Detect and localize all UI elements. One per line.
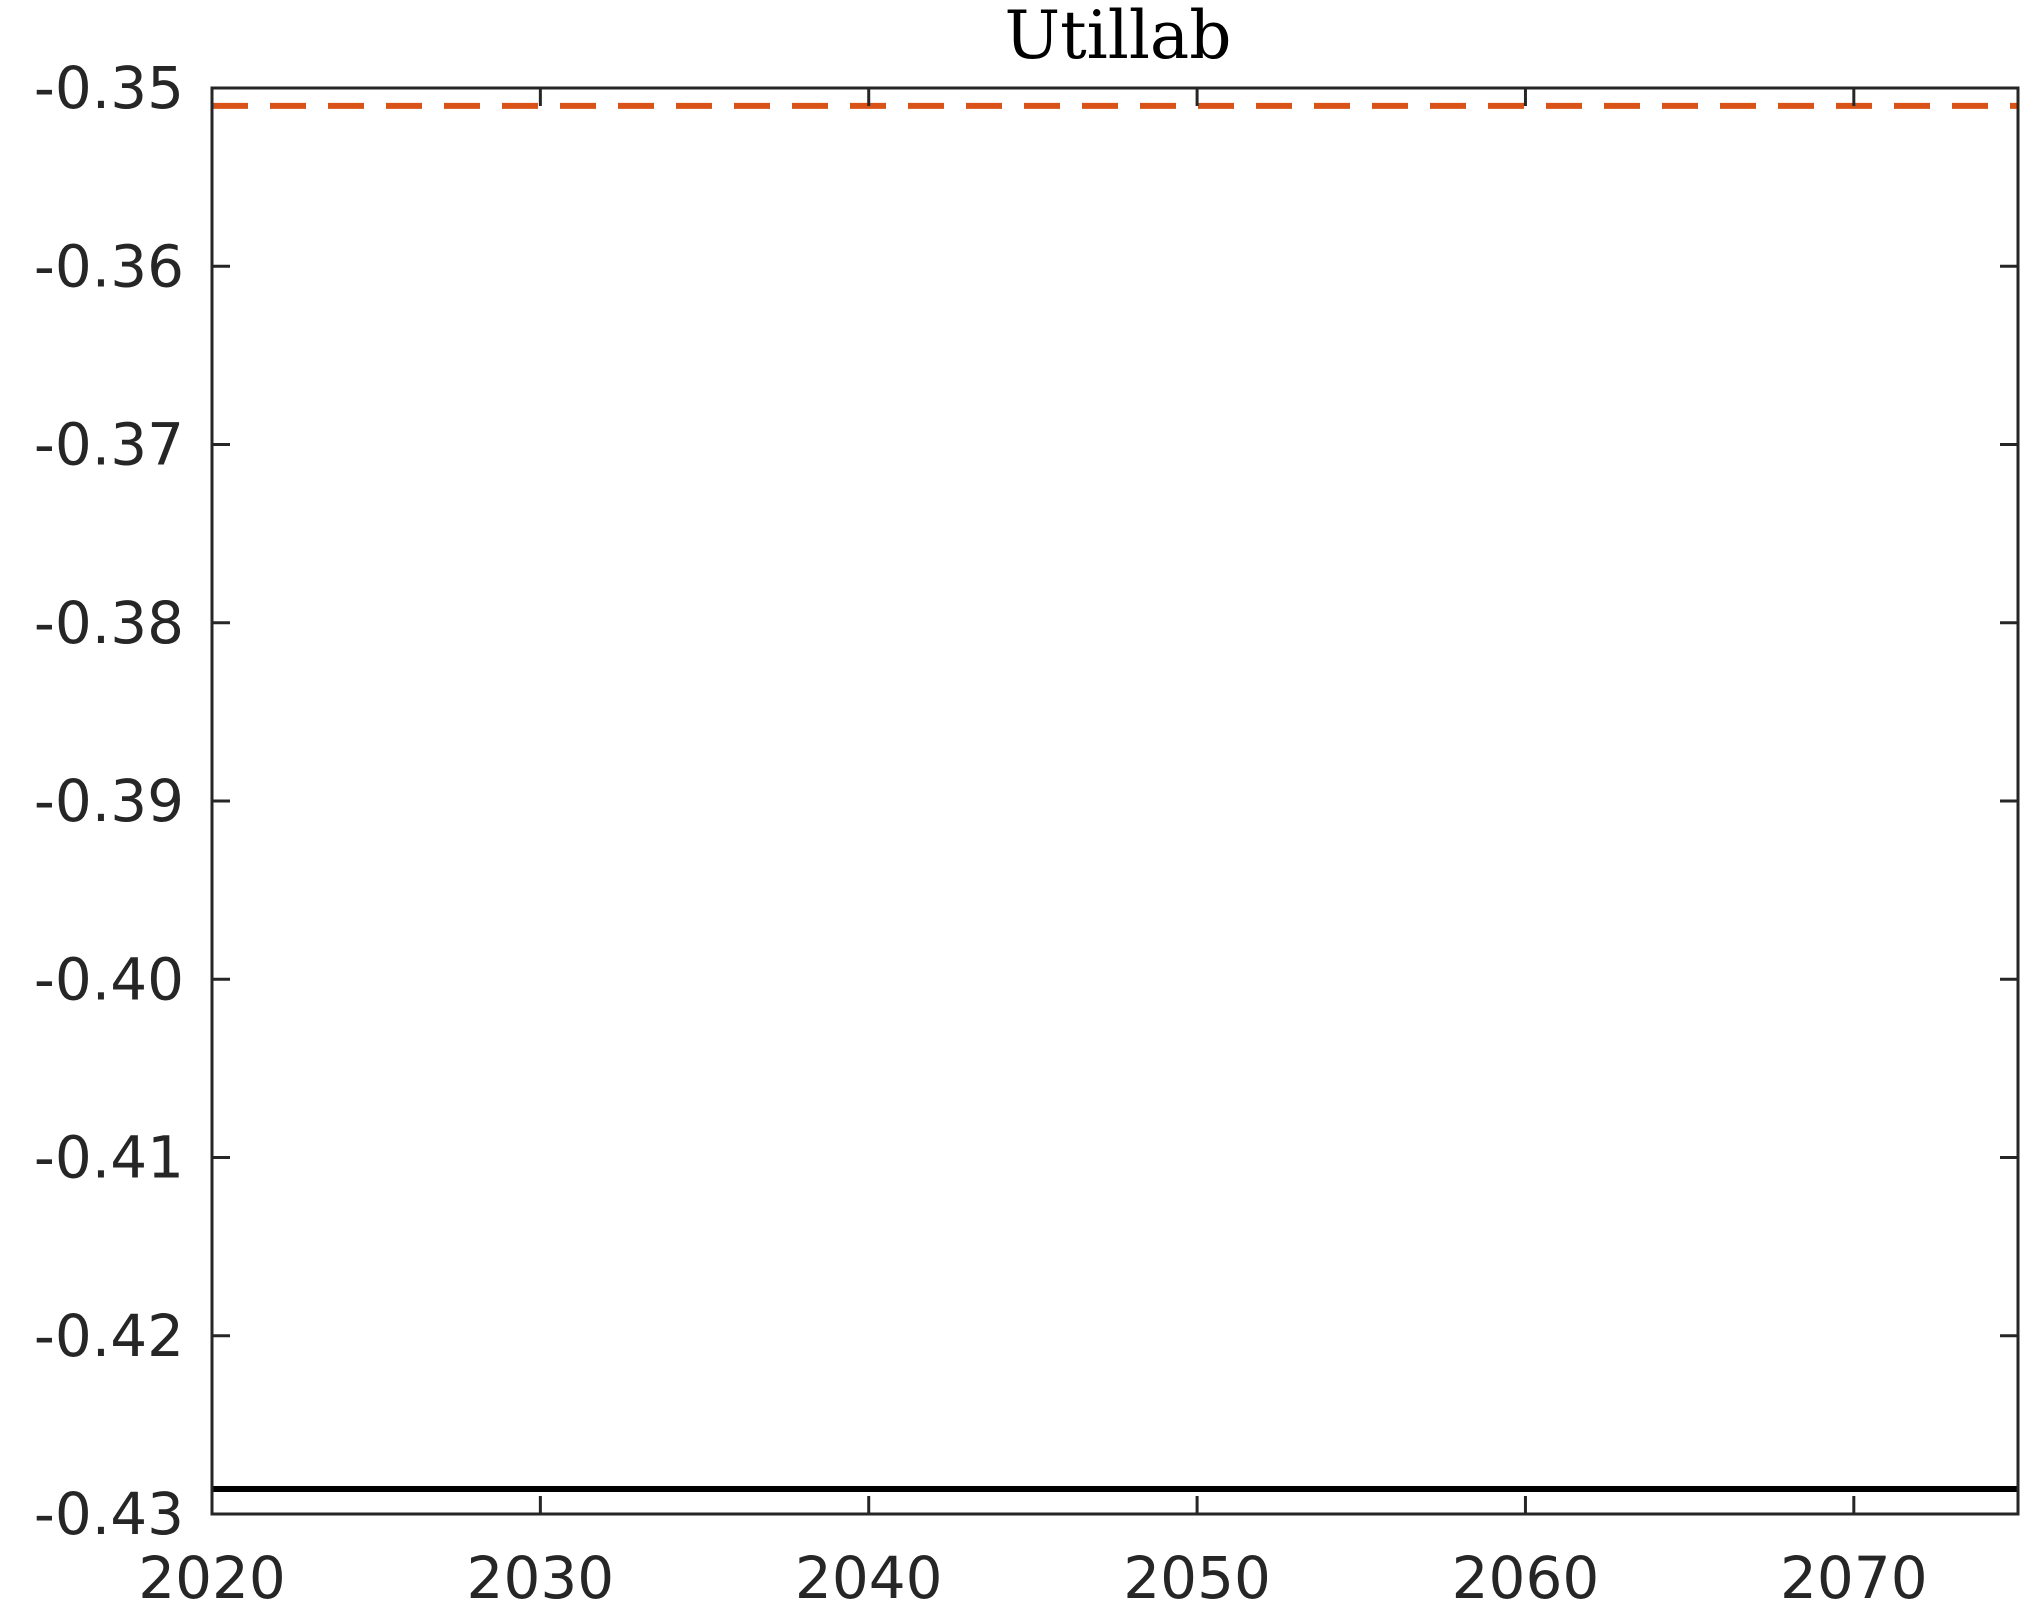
label-layer: 2020 2030 2040 2050 2060 2070 -0.35 -0.36 -0.37 -… bbox=[34, 54, 1928, 1612]
tick-layer bbox=[210, 86, 2018, 1516]
y-tick-label: -0.38 bbox=[34, 589, 184, 657]
series-layer bbox=[212, 102, 2018, 1493]
x-tick-label: 2070 bbox=[1780, 1544, 1928, 1612]
y-tick-label: -0.39 bbox=[34, 767, 184, 835]
y-tick-label: -0.37 bbox=[34, 411, 184, 479]
y-tick-label: -0.35 bbox=[34, 54, 184, 122]
y-tick-label: -0.41 bbox=[34, 1124, 184, 1192]
chart-title: Utillab bbox=[1004, 0, 1231, 74]
y-tick-label: -0.40 bbox=[34, 945, 184, 1013]
x-tick-label: 2050 bbox=[1123, 1544, 1271, 1612]
x-tick-label: 2040 bbox=[795, 1544, 943, 1612]
y-tick-label: -0.36 bbox=[34, 232, 184, 300]
y-tick-label: -0.43 bbox=[34, 1480, 184, 1548]
x-tick-label: 2030 bbox=[467, 1544, 615, 1612]
x-tick-label: 2060 bbox=[1452, 1544, 1600, 1612]
y-tick-label: -0.42 bbox=[34, 1302, 184, 1370]
x-tick-label: 2020 bbox=[138, 1544, 286, 1612]
plot-frame bbox=[210, 86, 2020, 1516]
